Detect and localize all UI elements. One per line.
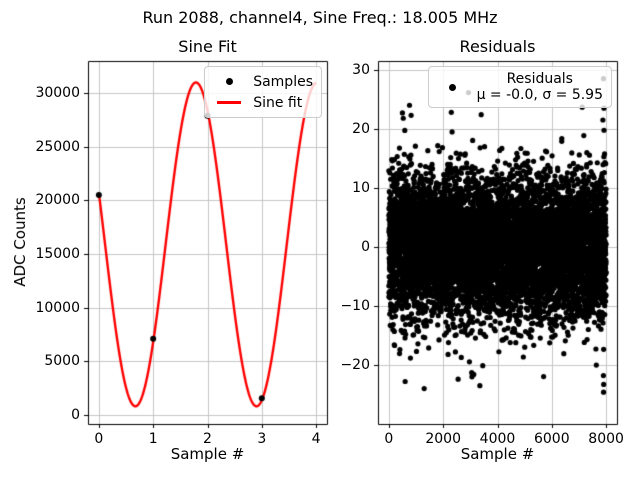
- y-tick-label: 15000: [35, 246, 80, 263]
- y-tick-label: 30000: [35, 85, 80, 102]
- right-x-axis-label: Sample #: [460, 445, 535, 463]
- y-tick-label: 20000: [35, 192, 80, 209]
- samples-dot-icon: [213, 78, 245, 85]
- residuals-title: Residuals: [459, 37, 536, 56]
- samples-legend-label: Samples: [253, 73, 313, 90]
- legend-entry-samples: Samples: [213, 71, 313, 92]
- y-tick-label: 10000: [35, 299, 80, 316]
- y-tick-label: 0: [71, 406, 80, 423]
- sine-fit-title: Sine Fit: [178, 37, 237, 56]
- residuals-legend: Residuals μ = -0.0, σ = 5.95: [427, 66, 612, 108]
- legend-entry-sine-fit: Sine fit: [213, 92, 313, 113]
- y-tick-label: 30: [352, 61, 370, 78]
- residuals-legend-label: Residuals: [506, 71, 573, 87]
- y-tick-label: 0: [361, 238, 370, 255]
- x-tick-label: 1: [148, 431, 158, 447]
- x-tick-label: 8000: [588, 431, 624, 447]
- x-tick-label: 4: [311, 431, 321, 447]
- figure-title: Run 2088, channel4, Sine Freq.: 18.005 M…: [142, 8, 498, 27]
- y-tick-label: 5000: [44, 353, 80, 370]
- y-tick-label: 25000: [35, 138, 80, 155]
- left-x-axis-label: Sample #: [170, 445, 245, 463]
- sine-fit-legend: Samples Sine fit: [204, 66, 322, 118]
- x-tick-label: 4000: [479, 431, 516, 447]
- residuals-dot-icon: [437, 83, 469, 91]
- x-tick-label: 0: [384, 431, 394, 447]
- y-tick-label: −10: [340, 297, 370, 314]
- y-tick-label: 10: [352, 179, 370, 196]
- y-tick-label: −20: [340, 356, 370, 373]
- sine-fit-legend-label: Sine fit: [253, 94, 303, 111]
- residuals-legend-stats: μ = -0.0, σ = 5.95: [476, 87, 603, 103]
- y-tick-label: 20: [352, 120, 370, 137]
- x-tick-label: 3: [257, 431, 267, 447]
- x-tick-label: 0: [94, 431, 104, 447]
- left-y-axis-label: ADC Counts: [11, 197, 29, 287]
- x-tick-label: 2000: [425, 431, 461, 447]
- sine-fit-line-icon: [213, 101, 245, 104]
- x-tick-label: 6000: [533, 431, 570, 447]
- residuals-legend-text: Residuals μ = -0.0, σ = 5.95: [477, 71, 603, 103]
- x-tick-label: 2: [203, 431, 212, 447]
